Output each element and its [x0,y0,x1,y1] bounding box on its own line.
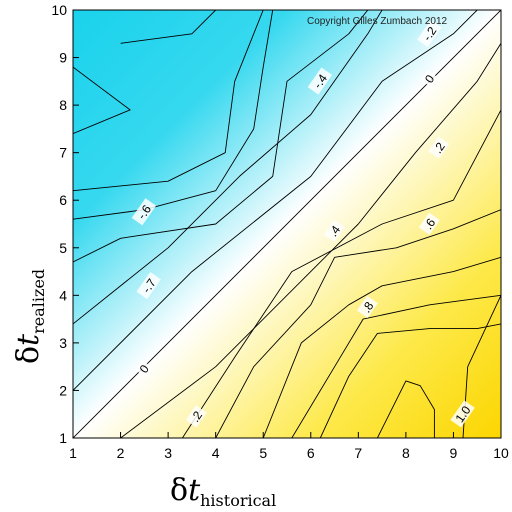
x-tick-label: 7 [354,445,362,461]
x-tick-label: 1 [69,445,77,461]
x-tick-label: 10 [493,445,509,461]
y-axis-ticks: 1 2 3 4 5 6 7 8 9 10 [51,2,79,446]
contour-line [73,10,274,220]
contour-line [73,10,369,263]
contour-line [376,380,435,438]
contour-label: 0 [420,70,439,88]
contour-line [182,109,501,438]
contour-line [73,66,131,135]
y-tick-label: 9 [59,50,67,66]
contour-label-background [450,400,475,428]
x-tick-label: 8 [402,445,410,461]
contour-label-background [136,271,161,300]
x-tick-label: 2 [117,445,125,461]
y-tick-label: 10 [51,2,67,18]
contour-label: .2 [185,405,207,428]
y-axis-variable: t [11,333,46,346]
x-tick-label: 4 [212,445,220,461]
contour-line [120,10,217,44]
contour-label-background [428,136,450,159]
y-axis-subscript: realized [29,269,48,334]
contour-line [73,10,478,391]
contour-line [120,43,501,438]
contour-label-background [307,67,333,95]
contour-label-background [131,198,157,226]
contour-line [291,294,501,438]
x-tick-label: 9 [450,445,458,461]
y-tick-label: 7 [59,145,67,161]
contour-lines [73,10,501,438]
x-axis-subscript: historical [200,491,276,510]
contour-label-background [185,405,207,428]
contour-label-background [420,70,439,88]
copyright-notice: Copyright Gilles Zumbach 2012 [307,16,448,27]
contour-label: -.6 [131,198,157,226]
y-tick-label: 8 [59,97,67,113]
contour-labels: -.2-.4-.6-.700.2.2.4.6.81.0 [131,19,475,428]
contour-line [73,10,383,325]
contour-label-background [135,360,153,378]
contour-label-background [417,19,442,48]
contour-label-background [323,219,345,242]
y-tick-label: 6 [59,192,67,208]
y-tick-label: 2 [59,382,67,398]
y-tick-label: 4 [59,287,67,303]
contour-label: .4 [323,219,345,242]
contour-label: -.2 [417,19,442,48]
x-axis-symbol: δ [170,473,188,508]
x-tick-label: 3 [164,445,172,461]
y-tick-label: 1 [59,430,67,446]
x-axis-label: δthistorical [170,473,276,510]
contour-line [215,209,501,438]
contour-label-background [418,212,440,235]
contour-label: 0 [135,360,153,378]
contour-line [262,256,501,438]
x-tick-label: 6 [307,445,315,461]
x-axis-variable: t [188,473,201,508]
y-axis-label: δtrealized [11,269,48,364]
contour-label: .2 [428,136,450,159]
contour-label: .6 [418,212,440,235]
contour-label: .8 [356,295,378,319]
y-tick-label: 5 [59,240,67,256]
contour-label: -.4 [307,67,333,95]
contour-label-background [356,295,378,319]
x-tick-label: 5 [259,445,267,461]
plot-frame [72,9,502,439]
contour-line [73,10,264,192]
contour-label: -.7 [136,271,161,300]
x-axis-ticks: 1 2 3 4 5 6 7 8 9 10 [69,432,509,461]
y-tick-label: 3 [59,335,67,351]
contour-line [319,323,501,438]
y-axis-symbol: δ [11,346,46,364]
